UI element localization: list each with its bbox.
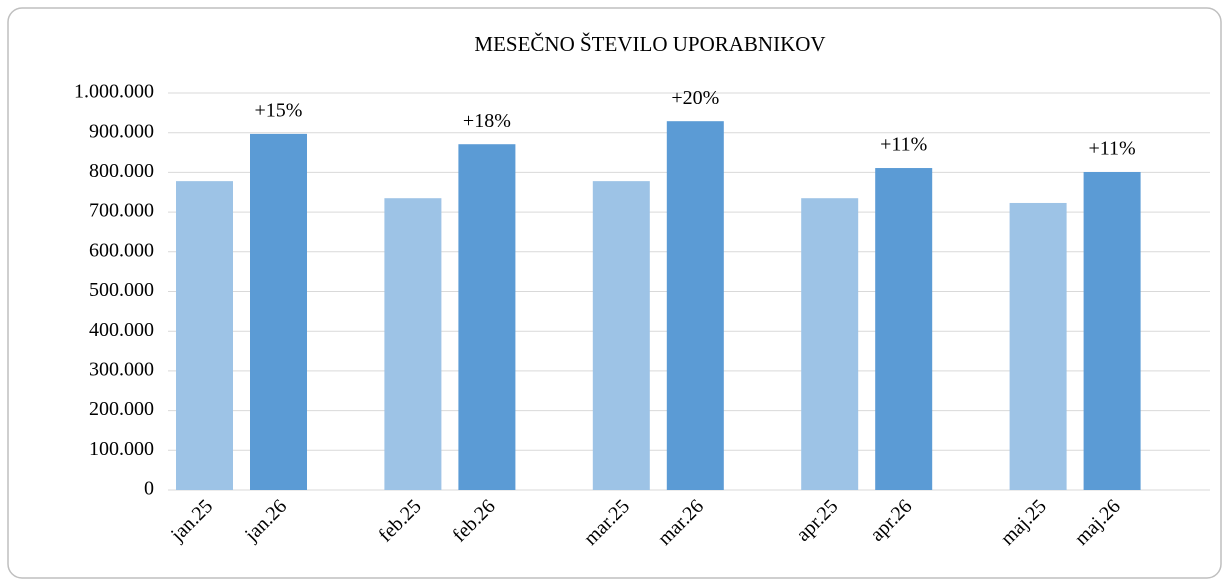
growth-label: +11% [880,134,927,156]
y-tick-label: 800.000 [89,160,154,182]
bar [801,198,859,490]
y-tick-label: 500.000 [89,279,154,301]
bar [250,133,307,491]
y-tick-label: 700.000 [89,200,154,222]
y-tick-label: 300.000 [89,358,154,380]
y-tick-label: 600.000 [89,239,154,261]
y-tick-label: 400.000 [89,319,154,341]
chart-title: MESEČNO ŠTEVILO UPORABNIKOV [474,32,825,56]
y-tick-label: 100.000 [89,438,154,460]
growth-label: +11% [1088,138,1135,160]
y-tick-label: 200.000 [89,398,154,420]
y-tick-label: 900.000 [89,120,154,142]
bar [592,181,650,490]
bar [666,121,724,490]
bar [875,168,933,490]
growth-label: +20% [671,87,719,109]
y-tick-label: 0 [144,478,154,500]
bar [384,198,442,490]
bar [1009,202,1067,490]
growth-label: +18% [463,110,511,132]
bar [176,181,233,490]
growth-label: +15% [255,99,303,121]
bar [1083,172,1141,491]
y-tick-label: 1.000.000 [74,81,154,103]
bar [458,144,516,490]
